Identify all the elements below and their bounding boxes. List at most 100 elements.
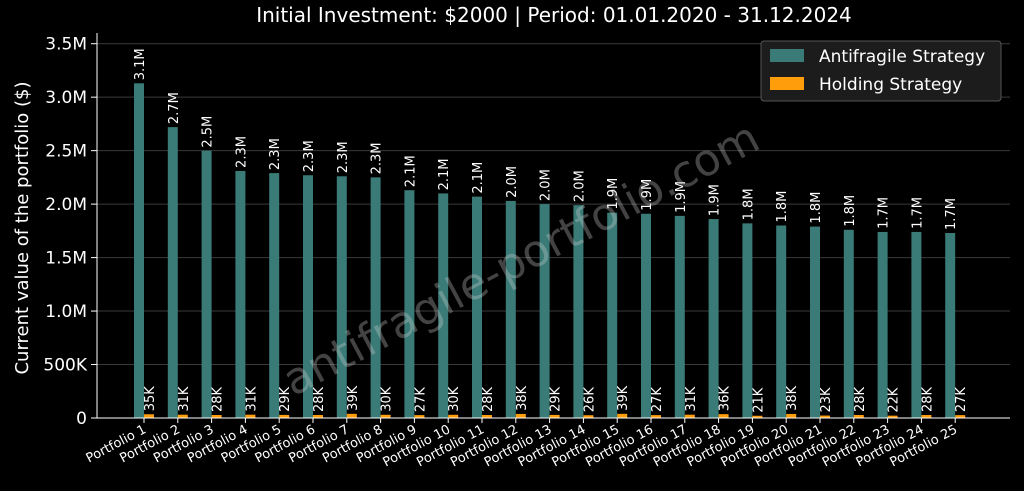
bar-holding (279, 414, 290, 418)
chart-title: Initial Investment: $2000 | Period: 01.0… (256, 3, 852, 27)
bar-holding (752, 415, 763, 418)
data-label-holding: 27K (954, 387, 969, 413)
data-label-antifragile: 2.1M (437, 159, 452, 191)
bar-antifragile (708, 219, 719, 418)
bar-holding (448, 414, 459, 418)
bar-holding (346, 413, 357, 418)
bar-antifragile (742, 223, 753, 418)
y-tick-label: 1.5M (45, 249, 87, 269)
bar-antifragile (573, 205, 584, 418)
legend-label-antifragile: Antifragile Strategy (819, 47, 985, 67)
bar-labels: 3.1M 35K 2.7M 31K 2.5M 28K 2.3M 31K 2.3M 29K 2.3M 2… (133, 48, 969, 412)
data-label-antifragile: 1.8M (809, 192, 824, 224)
data-label-holding: 21K (751, 387, 766, 413)
data-label-holding: 39K (616, 385, 631, 411)
bar-antifragile (843, 229, 854, 418)
y-tick-label: 500K (43, 356, 87, 376)
data-label-holding: 27K (413, 387, 428, 413)
data-label-holding: 30K (380, 386, 395, 412)
data-label-holding: 39K (346, 385, 361, 411)
data-label-holding: 31K (684, 386, 699, 412)
bar-antifragile (167, 127, 178, 418)
legend: Antifragile Strategy Holding Strategy (760, 40, 1002, 102)
data-label-antifragile: 2.0M (572, 170, 587, 202)
data-label-antifragile: 1.9M (674, 181, 689, 213)
data-label-holding: 29K (278, 386, 293, 412)
bar-holding (718, 414, 729, 418)
y-tick-label: 1.0M (45, 302, 87, 322)
data-label-holding: 38K (785, 385, 800, 411)
bar-antifragile (134, 83, 144, 418)
data-label-antifragile: 1.9M (640, 179, 655, 211)
bar-antifragile (607, 212, 618, 418)
y-tick-label: 3.5M (45, 35, 87, 55)
data-label-antifragile: 2.3M (268, 138, 283, 170)
bar-holding (684, 414, 695, 418)
bar-antifragile (945, 232, 956, 418)
bar-holding (482, 415, 492, 418)
data-label-antifragile: 2.3M (234, 136, 249, 168)
legend-box (760, 40, 1002, 102)
data-label-antifragile: 2.3M (370, 142, 385, 174)
bar-antifragile (438, 193, 449, 418)
data-label-antifragile: 1.8M (775, 191, 790, 223)
bar-antifragile (674, 215, 685, 418)
data-label-antifragile: 2.7M (167, 92, 182, 124)
data-label-holding: 38K (515, 385, 530, 411)
data-label-antifragile: 1.8M (741, 188, 756, 220)
bar-holding (549, 414, 560, 418)
y-tick-label: 2.5M (45, 142, 87, 162)
bar-holding (651, 415, 661, 418)
y-axis: 0 500K 1.0M 1.5M 2.0M 2.5M 3.0M 3.5M (43, 33, 98, 429)
y-axis-label: Current value of the portfolio ($) (12, 81, 33, 374)
data-label-antifragile: 2.1M (471, 162, 486, 194)
bar-antifragile (505, 200, 516, 418)
data-label-holding: 28K (853, 386, 868, 412)
legend-label-holding: Holding Strategy (819, 75, 962, 95)
data-label-holding: 36K (718, 386, 733, 412)
bar-antifragile (336, 176, 347, 418)
bar-antifragile (201, 150, 212, 418)
data-label-antifragile: 1.7M (944, 198, 959, 230)
data-label-holding: 28K (211, 386, 226, 412)
grid (97, 43, 1010, 419)
bar-holding (380, 414, 391, 418)
bar-antifragile (303, 175, 313, 418)
data-label-holding: 23K (819, 387, 834, 413)
bar-antifragile (472, 196, 482, 418)
bar-holding (245, 414, 256, 418)
data-label-holding: 29K (549, 386, 564, 412)
data-label-holding: 30K (447, 386, 462, 412)
bar-holding (414, 415, 425, 418)
data-label-antifragile: 3.1M (133, 48, 148, 80)
bar-antifragile (776, 225, 787, 418)
data-label-holding: 28K (481, 386, 496, 412)
bar-holding (955, 415, 966, 418)
bar-holding (820, 415, 830, 418)
bar-holding (515, 413, 526, 418)
bar-holding (313, 415, 323, 418)
data-label-holding: 31K (244, 386, 259, 412)
bar-antifragile (810, 226, 820, 418)
legend-swatch-antifragile (770, 49, 804, 62)
bar-antifragile (911, 231, 922, 418)
bar-antifragile (269, 173, 280, 418)
bar-antifragile (641, 213, 651, 418)
data-label-antifragile: 2.5M (201, 116, 216, 148)
bar-holding (177, 414, 188, 418)
data-label-holding: 27K (650, 387, 665, 413)
data-label-antifragile: 1.9M (708, 184, 723, 216)
data-label-antifragile: 1.9M (606, 178, 621, 210)
bar-antifragile (539, 204, 550, 418)
data-label-antifragile: 1.7M (910, 197, 925, 229)
data-label-holding: 31K (177, 386, 192, 412)
bar-holding (617, 413, 628, 418)
bar-antifragile (404, 190, 415, 418)
y-tick-label: 0 (76, 409, 87, 429)
y-tick-label: 3.0M (45, 88, 87, 108)
bar-holding (583, 415, 594, 418)
data-label-antifragile: 2.3M (302, 140, 317, 172)
data-label-antifragile: 2.0M (505, 166, 520, 198)
legend-swatch-holding (770, 77, 804, 90)
